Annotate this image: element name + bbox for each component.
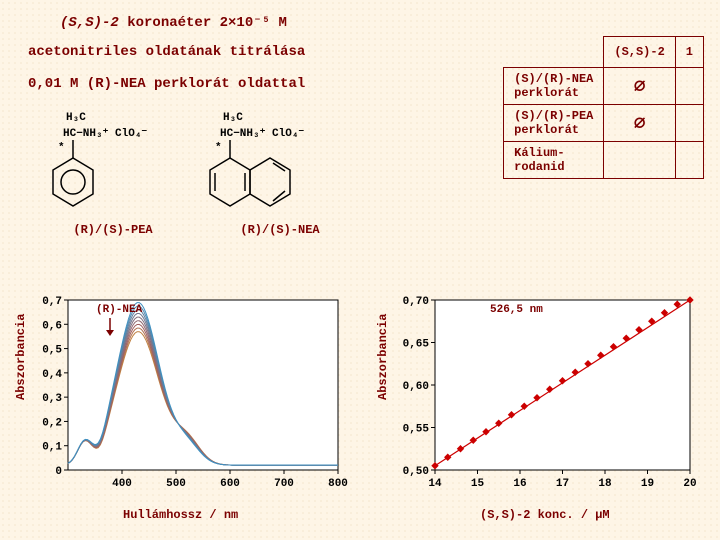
left-chart-svg: 0 0,1 0,2 0,3 0,4 0,5 0,6 0,7 400 500 600 700 800 [18, 290, 348, 500]
svg-text:0,6: 0,6 [42, 320, 62, 332]
svg-text:*: * [215, 142, 222, 154]
svg-text:600: 600 [220, 478, 240, 490]
svg-text:15: 15 [471, 478, 485, 490]
svg-text:500: 500 [166, 478, 186, 490]
svg-text:14: 14 [428, 478, 442, 490]
svg-text:H₃C: H₃C [223, 112, 243, 124]
svg-text:H₃C: H₃C [66, 112, 86, 124]
right-chart-ylabel: Abszorbancia [376, 314, 390, 400]
svg-text:0,70: 0,70 [403, 296, 429, 308]
table-header-col3: 1 [675, 37, 703, 68]
chem-structure-pea: H₃C HC−NH₃⁺ ClO₄⁻ * (R)/(S)-PEA [38, 108, 188, 237]
table-row-label: Kálium- rodanid [504, 142, 604, 179]
results-table: (S,S)-2 1 (S)/(R)-NEA perklorát ∅ (S)/(R… [503, 36, 704, 179]
svg-text:0,50: 0,50 [403, 466, 429, 478]
chem-structure-nea: H₃C HC−NH₃⁺ ClO₄⁻ * (R)/(S)-NEA [195, 108, 365, 237]
table-row: (S)/(R)-NEA perklorát ∅ [504, 68, 704, 105]
table-header-col2: (S,S)-2 [604, 37, 675, 68]
table-row-label: (S)/(R)-PEA perklorát [504, 105, 604, 142]
table-cell [675, 105, 703, 142]
svg-text:16: 16 [513, 478, 526, 490]
left-chart-annotation: (R)-NEA [96, 304, 142, 316]
title-line-3: 0,01 M (R)-NEA perklorát oldattal [28, 76, 305, 92]
svg-text:19: 19 [641, 478, 654, 490]
left-chart-xlabel: Hullámhossz / nm [123, 508, 238, 522]
svg-text:0,5: 0,5 [42, 345, 62, 357]
svg-text:400: 400 [112, 478, 132, 490]
chem-nea-svg: H₃C HC−NH₃⁺ ClO₄⁻ * [195, 108, 365, 218]
svg-text:HC−NH₃⁺ ClO₄⁻: HC−NH₃⁺ ClO₄⁻ [220, 128, 304, 140]
svg-text:HC−NH₃⁺ ClO₄⁻: HC−NH₃⁺ ClO₄⁻ [63, 128, 147, 140]
svg-text:0,60: 0,60 [403, 381, 429, 393]
svg-text:800: 800 [328, 478, 348, 490]
table-header-empty [504, 37, 604, 68]
svg-text:700: 700 [274, 478, 294, 490]
right-chart-xlabel: (S,S)-2 konc. / µM [480, 508, 610, 522]
svg-text:0,7: 0,7 [42, 296, 62, 308]
chem-label-pea: (R)/(S)-PEA [38, 223, 188, 237]
table-cell: ∅ [604, 105, 675, 142]
svg-text:17: 17 [556, 478, 569, 490]
svg-text:*: * [58, 142, 65, 154]
title-compound: (S,S)-2 [60, 15, 119, 31]
title-line-1: (S,S)-2 koronaéter 2×10⁻⁵ M [60, 14, 287, 31]
svg-text:0,3: 0,3 [42, 393, 62, 405]
right-chart-annotation: 526,5 nm [490, 304, 543, 316]
annotation-arrow-icon [100, 318, 120, 338]
table-row: (S)/(R)-PEA perklorát ∅ [504, 105, 704, 142]
right-chart-svg: 0,50 0,55 0,60 0,65 0,70 14 15 16 17 18 19 20 [380, 290, 700, 500]
chem-pea-svg: H₃C HC−NH₃⁺ ClO₄⁻ * [38, 108, 188, 218]
svg-text:0,4: 0,4 [42, 369, 62, 381]
svg-text:0,65: 0,65 [403, 339, 430, 351]
svg-text:0: 0 [55, 466, 62, 478]
table-cell: ∅ [604, 68, 675, 105]
table-cell [604, 142, 675, 179]
chem-label-nea: (R)/(S)-NEA [195, 223, 365, 237]
table-cell [675, 68, 703, 105]
table-row-label: (S)/(R)-NEA perklorát [504, 68, 604, 105]
svg-text:18: 18 [598, 478, 612, 490]
table-row: Kálium- rodanid [504, 142, 704, 179]
calibration-chart: Abszorbancia 0,500,550,600,650,701415161… [380, 290, 700, 520]
svg-text:0,1: 0,1 [42, 442, 62, 454]
svg-text:20: 20 [683, 478, 696, 490]
left-chart-ylabel: Abszorbancia [14, 314, 28, 400]
title-line-2: acetonitriles oldatának titrálása [28, 44, 305, 60]
svg-text:0,2: 0,2 [42, 417, 62, 429]
table-cell [675, 142, 703, 179]
absorbance-spectra-chart: Abszorbancia 00,10,20,30,40,50,60,740050… [18, 290, 348, 520]
svg-text:0,55: 0,55 [403, 424, 430, 436]
